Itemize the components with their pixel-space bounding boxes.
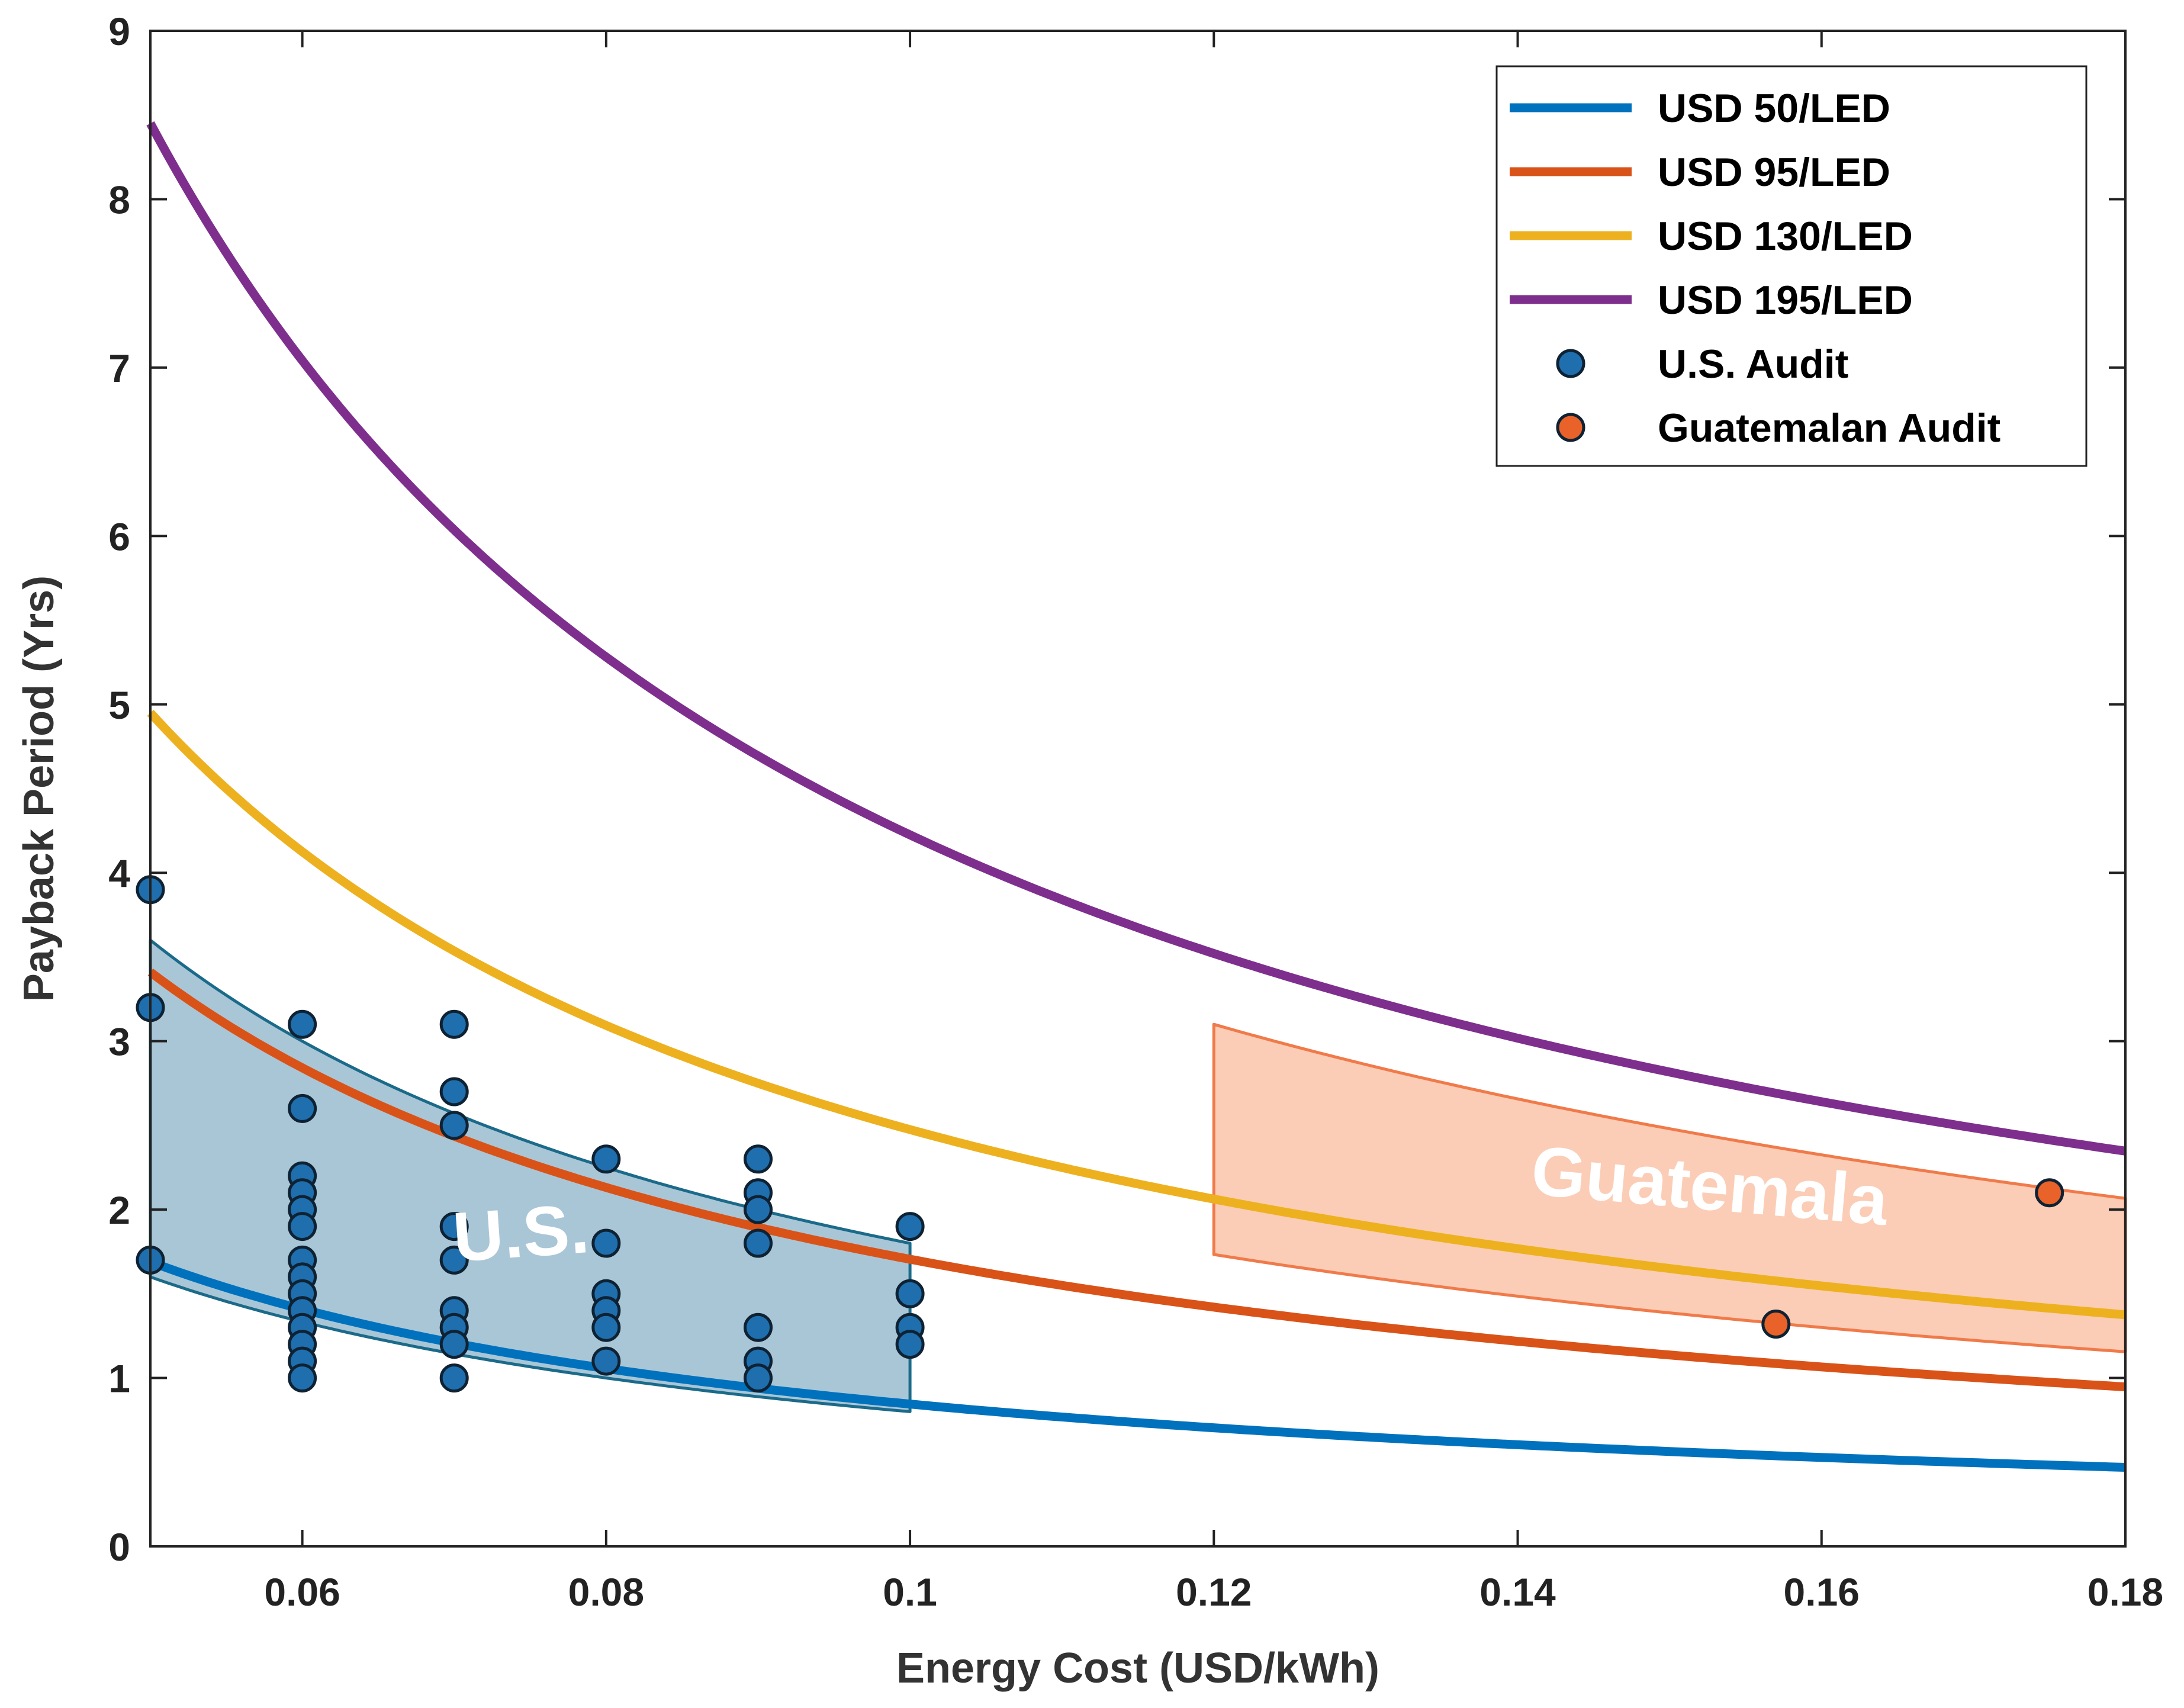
y-tick-label: 6 (108, 514, 130, 558)
u-s-audit-point (439, 1330, 469, 1359)
curves-layer (146, 121, 2127, 1472)
guatemalan-audit-point (1761, 1310, 1791, 1339)
curve-usd-195-led (146, 121, 2127, 1156)
guatemalan-audit-point (2035, 1178, 2064, 1208)
x-tick-label: 0.12 (1176, 1570, 1252, 1614)
curve-usd-50-led (149, 1257, 2126, 1472)
u-s-audit-point (895, 1330, 925, 1359)
curve-usd-95-led (147, 968, 2126, 1392)
u-s-audit-point (439, 1245, 469, 1275)
u-s-audit-point (439, 1009, 469, 1039)
legend-label-usd-195-led: USD 195/LED (1658, 278, 1913, 323)
y-tick-label: 0 (108, 1525, 130, 1569)
u-s-audit-point (895, 1212, 925, 1241)
u-s-audit-point (744, 1313, 773, 1342)
x-tick-label: 0.06 (264, 1570, 340, 1614)
y-tick-label: 5 (108, 683, 130, 727)
u-s-audit-point (288, 1212, 317, 1241)
u-s-audit-point (288, 1009, 317, 1039)
y-tick-label: 4 (108, 851, 130, 895)
u-s-audit-point (439, 1212, 469, 1241)
u-s-audit-point (744, 1363, 773, 1393)
legend-label-usd-50-led: USD 50/LED (1658, 86, 1890, 131)
y-tick-label: 7 (108, 346, 130, 390)
region-label-us: U.S. (451, 1189, 591, 1277)
legend-marker-u-s-audit (1556, 349, 1585, 378)
y-axis-title: Payback Period (Yrs) (15, 575, 63, 1002)
x-axis-title: Energy Cost (USD/kWh) (896, 1645, 1379, 1692)
x-tick-label: 0.18 (2087, 1570, 2163, 1614)
y-tick-label: 8 (108, 178, 130, 221)
u-s-audit-point (591, 1228, 621, 1258)
legend-marker-guatemalan-audit (1556, 413, 1585, 442)
u-s-audit-point (439, 1363, 469, 1393)
y-tick-label: 3 (108, 1020, 130, 1064)
legend-box (1495, 65, 2087, 467)
u-s-audit-point (288, 1363, 317, 1393)
u-s-audit-point (744, 1195, 773, 1224)
legend-label-usd-95-led: USD 95/LED (1658, 150, 1890, 195)
u-s-audit-point (744, 1144, 773, 1174)
u-s-audit-point (591, 1144, 621, 1174)
y-tick-label: 1 (108, 1357, 130, 1401)
legend-label-usd-130-led: USD 130/LED (1658, 214, 1913, 259)
x-tick-label: 0.08 (568, 1570, 644, 1614)
u-s-audit-point (591, 1313, 621, 1342)
points-layer (136, 875, 2064, 1393)
u-s-audit-point (895, 1279, 925, 1308)
ticks-layer: 0.06 0.08 0.1 0.12 0.14 0.16 0.18 0 1 2 3 4 5 6 7 8 9 (108, 9, 2163, 1614)
regions-layer (149, 938, 2127, 1413)
u-s-audit-point (439, 1077, 469, 1106)
legend-label-guatemalan-audit: Guatemalan Audit (1658, 406, 2000, 451)
region-u-s (149, 938, 912, 1413)
curve-usd-130-led (147, 709, 2126, 1320)
u-s-audit-point (591, 1346, 621, 1376)
x-tick-label: 0.16 (1784, 1570, 1860, 1614)
u-s-audit-point (744, 1228, 773, 1258)
plot-frame (149, 30, 2127, 1548)
u-s-audit-point (288, 1093, 317, 1123)
x-tick-label: 0.14 (1479, 1570, 1556, 1614)
y-tick-label: 9 (108, 9, 130, 53)
y-tick-label: 2 (108, 1188, 130, 1232)
x-tick-label: 0.1 (883, 1570, 937, 1614)
legend: USD 50/LED USD 95/LED USD 130/LED USD 195/L… (1495, 65, 2087, 467)
u-s-audit-point (439, 1111, 469, 1140)
legend-label-u-s-audit: U.S. Audit (1658, 342, 1848, 387)
